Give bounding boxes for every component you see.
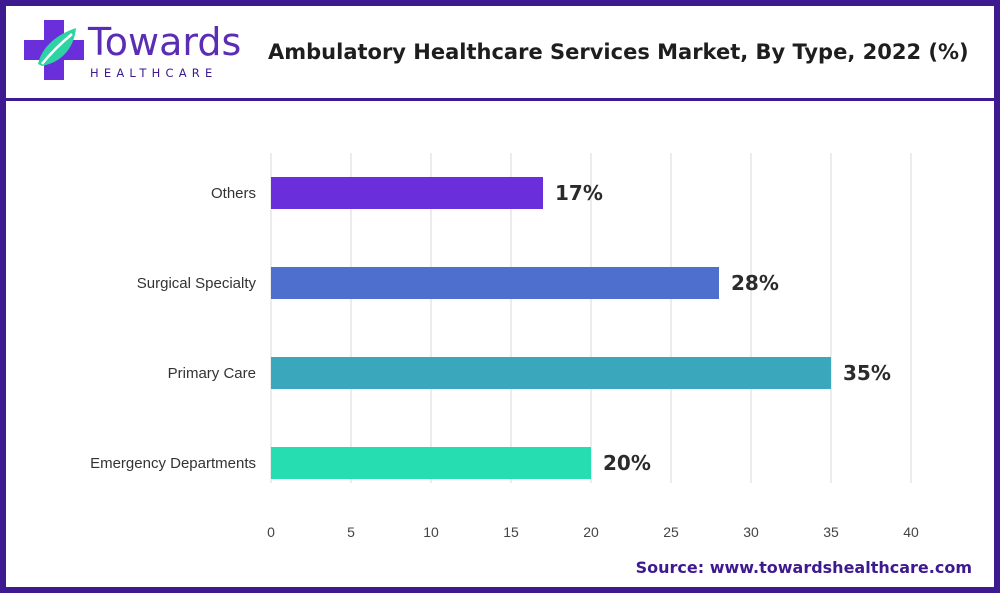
x-tick-label: 5: [347, 524, 355, 540]
x-tick-label: 35: [823, 524, 839, 540]
x-tick-label: 30: [743, 524, 759, 540]
bars: [271, 177, 831, 479]
x-tick-label: 20: [583, 524, 599, 540]
brand-logo: Towards HEALTHCARE: [24, 20, 249, 86]
data-label: 28%: [731, 271, 779, 295]
x-tick-label: 25: [663, 524, 679, 540]
source-note: Source: www.towardshealthcare.com: [635, 558, 972, 577]
medical-cross-icon: [24, 20, 84, 80]
brand-tagline: HEALTHCARE: [90, 66, 218, 80]
x-tick-label: 10: [423, 524, 439, 540]
chart-title: Ambulatory Healthcare Services Market, B…: [268, 40, 969, 64]
data-label: 35%: [843, 361, 891, 385]
bar: [271, 177, 543, 209]
category-label: Emergency Departments: [90, 455, 256, 472]
bar: [271, 267, 719, 299]
data-label: 20%: [603, 451, 651, 475]
category-label: Others: [211, 185, 256, 202]
header: Towards HEALTHCARE Ambulatory Healthcare…: [6, 6, 994, 98]
bar-chart: 0 5 10 15 20 25 30 35 40 Others 17% Surgical Specia…: [90, 153, 919, 540]
brand-name: Towards: [88, 20, 242, 64]
category-label: Surgical Specialty: [137, 275, 257, 292]
x-tick-label: 40: [903, 524, 919, 540]
gridlines: [270, 153, 912, 483]
bar: [271, 357, 831, 389]
data-label: 17%: [555, 181, 603, 205]
x-tick-label: 0: [267, 524, 275, 540]
labels: 0 5 10 15 20 25 30 35 40 Others 17% Surgical Specia…: [90, 181, 919, 540]
x-tick-label: 15: [503, 524, 519, 540]
header-divider: [6, 98, 994, 101]
bar: [271, 447, 591, 479]
category-label: Primary Care: [168, 365, 256, 382]
